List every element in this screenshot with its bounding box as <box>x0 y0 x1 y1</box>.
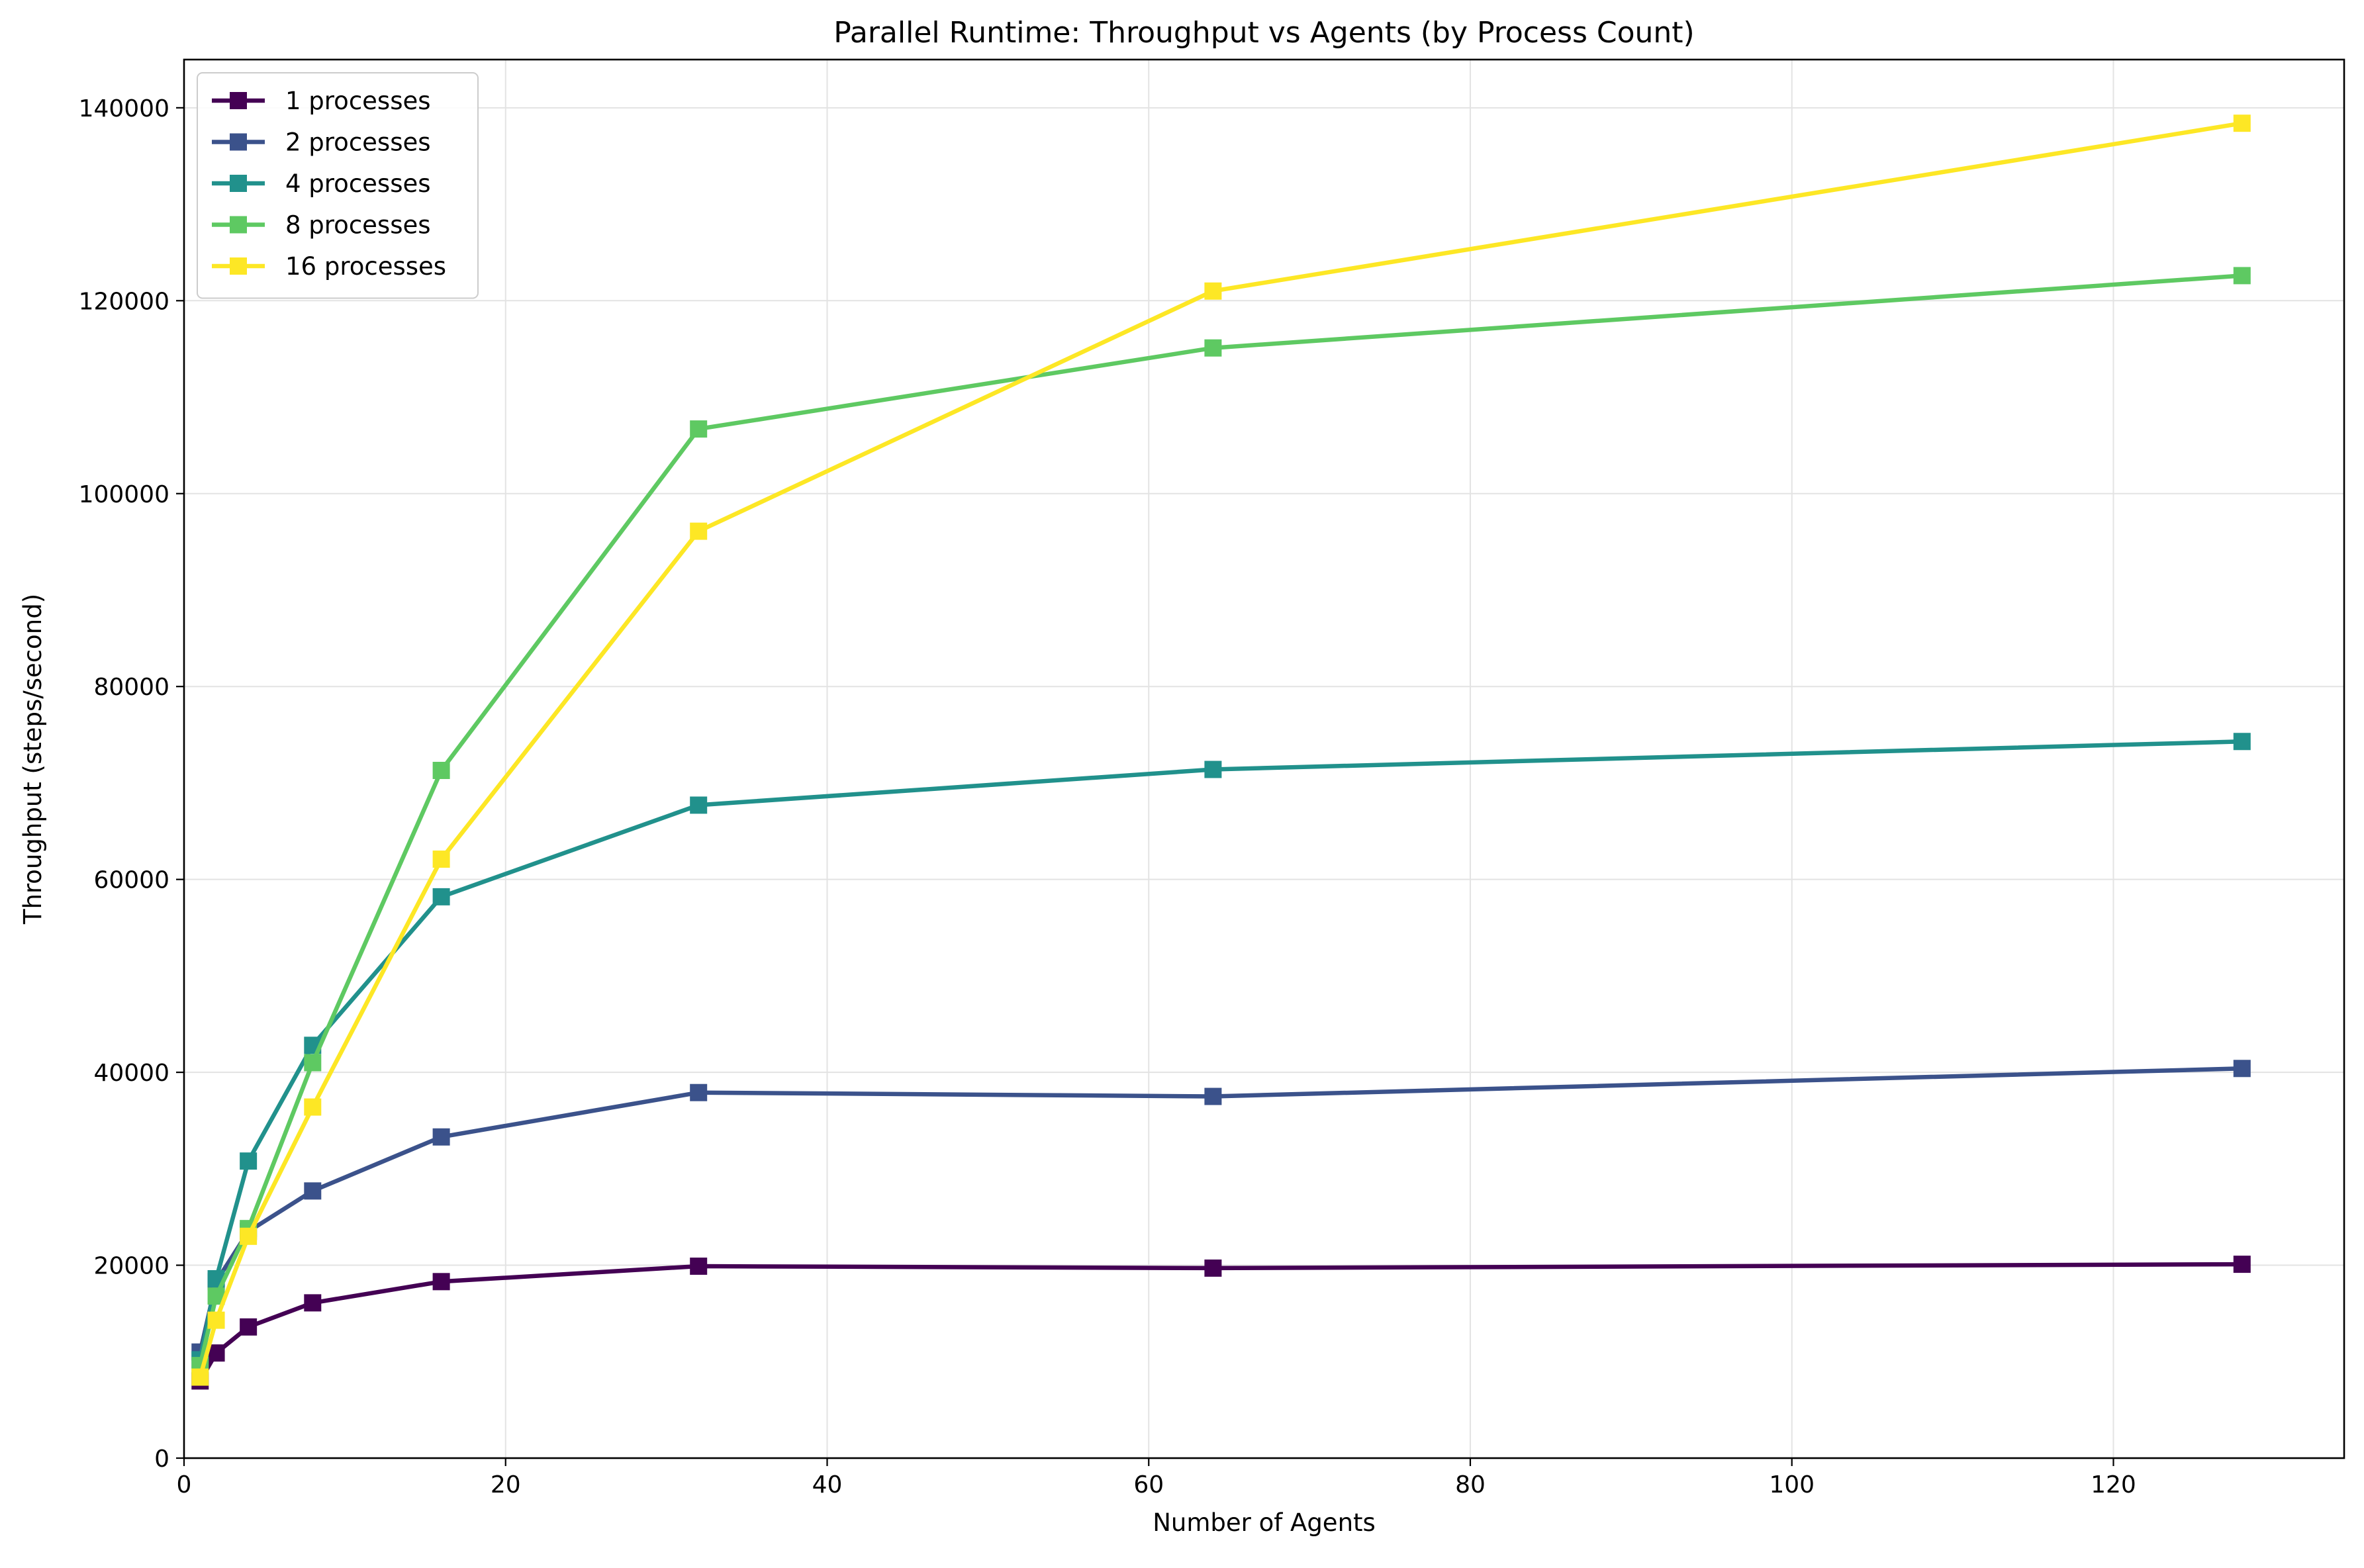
y-tick-label: 20000 <box>93 1253 169 1280</box>
data-point <box>1204 1087 1222 1105</box>
data-point <box>432 761 450 779</box>
y-tick-label: 120000 <box>79 288 169 315</box>
series-line <box>198 120 2245 1379</box>
legend-box <box>197 72 479 299</box>
data-point <box>2233 115 2251 132</box>
data-point <box>191 1368 209 1386</box>
x-tick-label: 60 <box>1133 1471 1164 1499</box>
axis-ticks: 0 20 40 60 80 100 120 0 20000 40000 60000 80000 1000… <box>79 95 2136 1499</box>
legend-item: 1 processes <box>212 87 431 115</box>
data-point <box>690 522 708 540</box>
series-line <box>198 273 2245 1368</box>
data-point <box>304 1054 322 1072</box>
legend-swatch-marker <box>230 257 247 275</box>
y-tick-label: 140000 <box>79 95 169 122</box>
y-tick-label: 100000 <box>79 481 169 508</box>
legend-label: 1 processes <box>285 87 431 115</box>
data-point <box>1204 1259 1222 1277</box>
x-tick-label: 40 <box>812 1471 843 1499</box>
data-point <box>240 1227 258 1245</box>
data-point <box>2233 1060 2251 1078</box>
data-point <box>2233 733 2251 751</box>
y-tick-label: 40000 <box>93 1060 169 1087</box>
series-5 <box>191 115 2251 1386</box>
legend-label: 4 processes <box>285 169 431 198</box>
series-line <box>198 739 2245 1362</box>
data-point <box>690 1258 708 1275</box>
data-point <box>432 851 450 868</box>
x-tick-label: 20 <box>491 1471 521 1499</box>
series-group <box>191 115 2251 1390</box>
legend-item: 16 processes <box>212 252 446 281</box>
legend: 1 processes 2 processes 4 processes 8 proce… <box>197 72 479 299</box>
data-point <box>304 1182 322 1200</box>
data-point <box>690 1084 708 1101</box>
data-point <box>2233 1256 2251 1273</box>
chart-title: Parallel Runtime: Throughput vs Agents (… <box>833 16 1694 50</box>
legend-item: 4 processes <box>212 169 431 198</box>
data-point <box>240 1318 258 1336</box>
data-point <box>207 1311 225 1329</box>
x-tick-label: 100 <box>1769 1471 1815 1499</box>
legend-swatch-marker <box>230 92 247 109</box>
y-tick-label: 80000 <box>93 674 169 701</box>
data-point <box>690 796 708 814</box>
legend-label: 16 processes <box>285 252 446 281</box>
legend-item: 2 processes <box>212 128 431 157</box>
legend-label: 8 processes <box>285 211 431 240</box>
data-point <box>1204 282 1222 300</box>
series-3 <box>191 733 2251 1369</box>
legend-label: 2 processes <box>285 128 431 157</box>
x-tick-label: 120 <box>2091 1471 2136 1499</box>
legend-swatch-marker <box>230 175 247 192</box>
data-point <box>2233 267 2251 285</box>
data-point <box>1204 339 1222 357</box>
data-point <box>432 888 450 905</box>
y-axis-label: Throughput (steps/second) <box>19 594 47 925</box>
series-1 <box>191 1256 2251 1390</box>
data-point <box>432 1128 450 1146</box>
data-point <box>1204 761 1222 778</box>
legend-item: 8 processes <box>212 211 431 240</box>
legend-swatch-marker <box>230 133 247 151</box>
data-point <box>690 420 708 438</box>
x-axis-label: Number of Agents <box>1153 1508 1376 1537</box>
y-tick-label: 0 <box>154 1446 169 1473</box>
x-tick-label: 0 <box>177 1471 192 1499</box>
data-point <box>304 1098 322 1116</box>
plot-frame <box>183 58 2345 1459</box>
data-point <box>240 1152 258 1170</box>
legend-swatch-marker <box>230 216 247 234</box>
data-point <box>304 1294 322 1312</box>
data-point <box>432 1273 450 1291</box>
x-tick-label: 80 <box>1455 1471 1486 1499</box>
y-tick-label: 60000 <box>93 867 169 894</box>
